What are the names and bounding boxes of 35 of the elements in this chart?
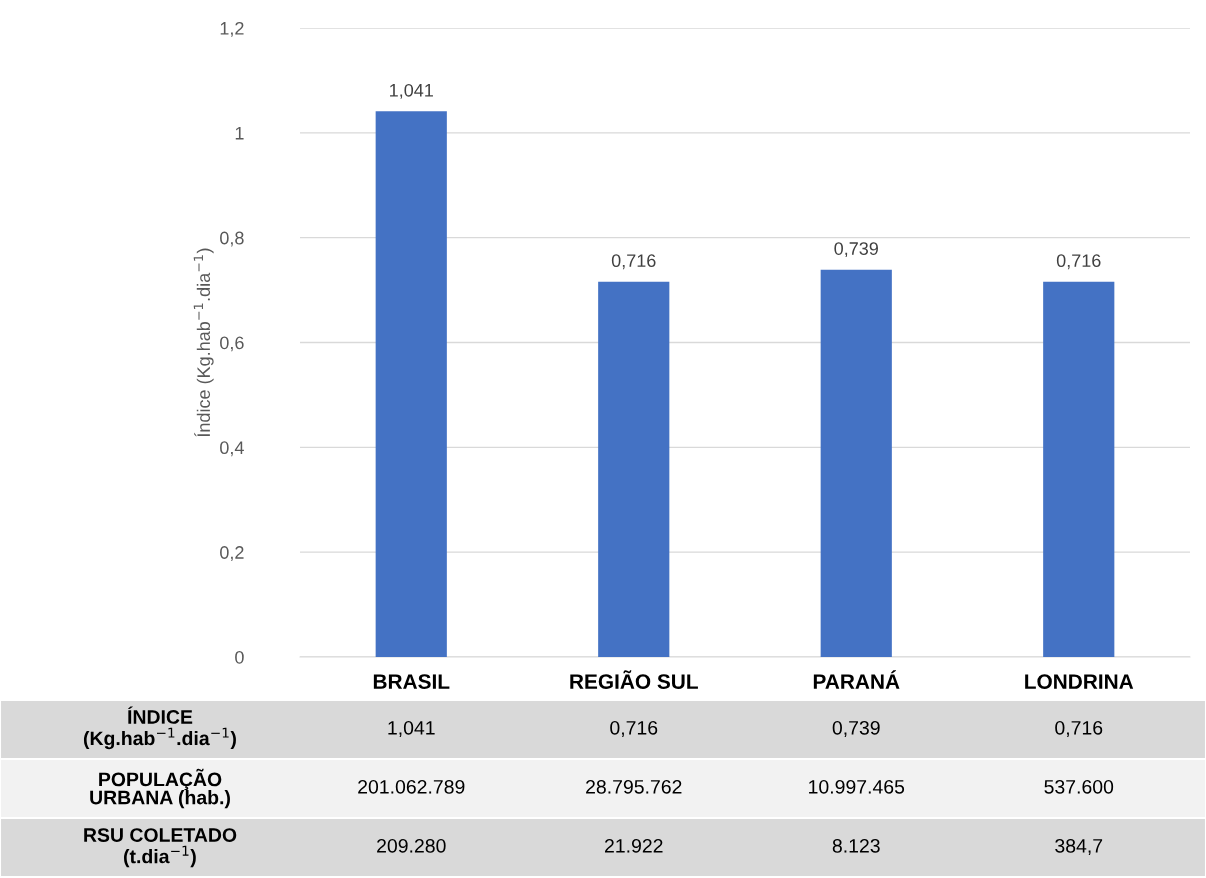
- data-label: 0,716: [1055, 720, 1103, 738]
- x-tick-label: PARANÁ: [813, 670, 900, 689]
- text: 0,716: [611, 254, 656, 270]
- x-tick-label: REGIÃO SUL: [570, 670, 698, 689]
- y-axis-title: Índice (Kg.hab$^{−1}$.dia$^{−1}$): [193, 248, 214, 437]
- y-tick-label: 0,2: [220, 546, 244, 562]
- x-tick-label: LONDRINA: [1025, 674, 1134, 689]
- text: 384,7: [1055, 838, 1103, 856]
- bar: [598, 281, 670, 657]
- y-tick-label: 0,8: [220, 231, 244, 247]
- text: 28.795.762: [586, 779, 682, 794]
- text: 209.280: [377, 838, 446, 853]
- text: ÍNDICE (Kg.hab$^{−1}$.dia$^{−1}$): [83, 706, 236, 750]
- text: 21.922: [604, 838, 663, 853]
- data-label: 0,716: [610, 720, 658, 738]
- bar: [1043, 281, 1115, 657]
- y-tick-label: 1: [235, 126, 244, 140]
- text: 10.997.465: [809, 779, 905, 794]
- x-tick-label: BRASIL: [373, 674, 450, 689]
- text: 0,739: [834, 242, 878, 258]
- y-tick-label: 0,4: [220, 441, 244, 457]
- text: 8.123: [832, 838, 880, 853]
- text: RSU COLETADO (t.dia$^{−1}$): [84, 828, 237, 868]
- text: 537.600: [1044, 779, 1114, 794]
- text: 1,041: [390, 83, 433, 99]
- text: 201.062.789: [358, 779, 465, 794]
- text: POPULAÇÃO URBANA (hab.): [90, 768, 230, 809]
- y-tick-label: 1,2: [220, 21, 244, 37]
- y-tick-label: 0: [235, 650, 244, 664]
- bar: [375, 111, 447, 657]
- y-tick-label: 0,6: [220, 336, 244, 352]
- bar: [820, 269, 892, 657]
- data-label: 1,041: [388, 720, 435, 738]
- text: 0,716: [1056, 254, 1101, 270]
- data-label: 0,739: [832, 720, 880, 738]
